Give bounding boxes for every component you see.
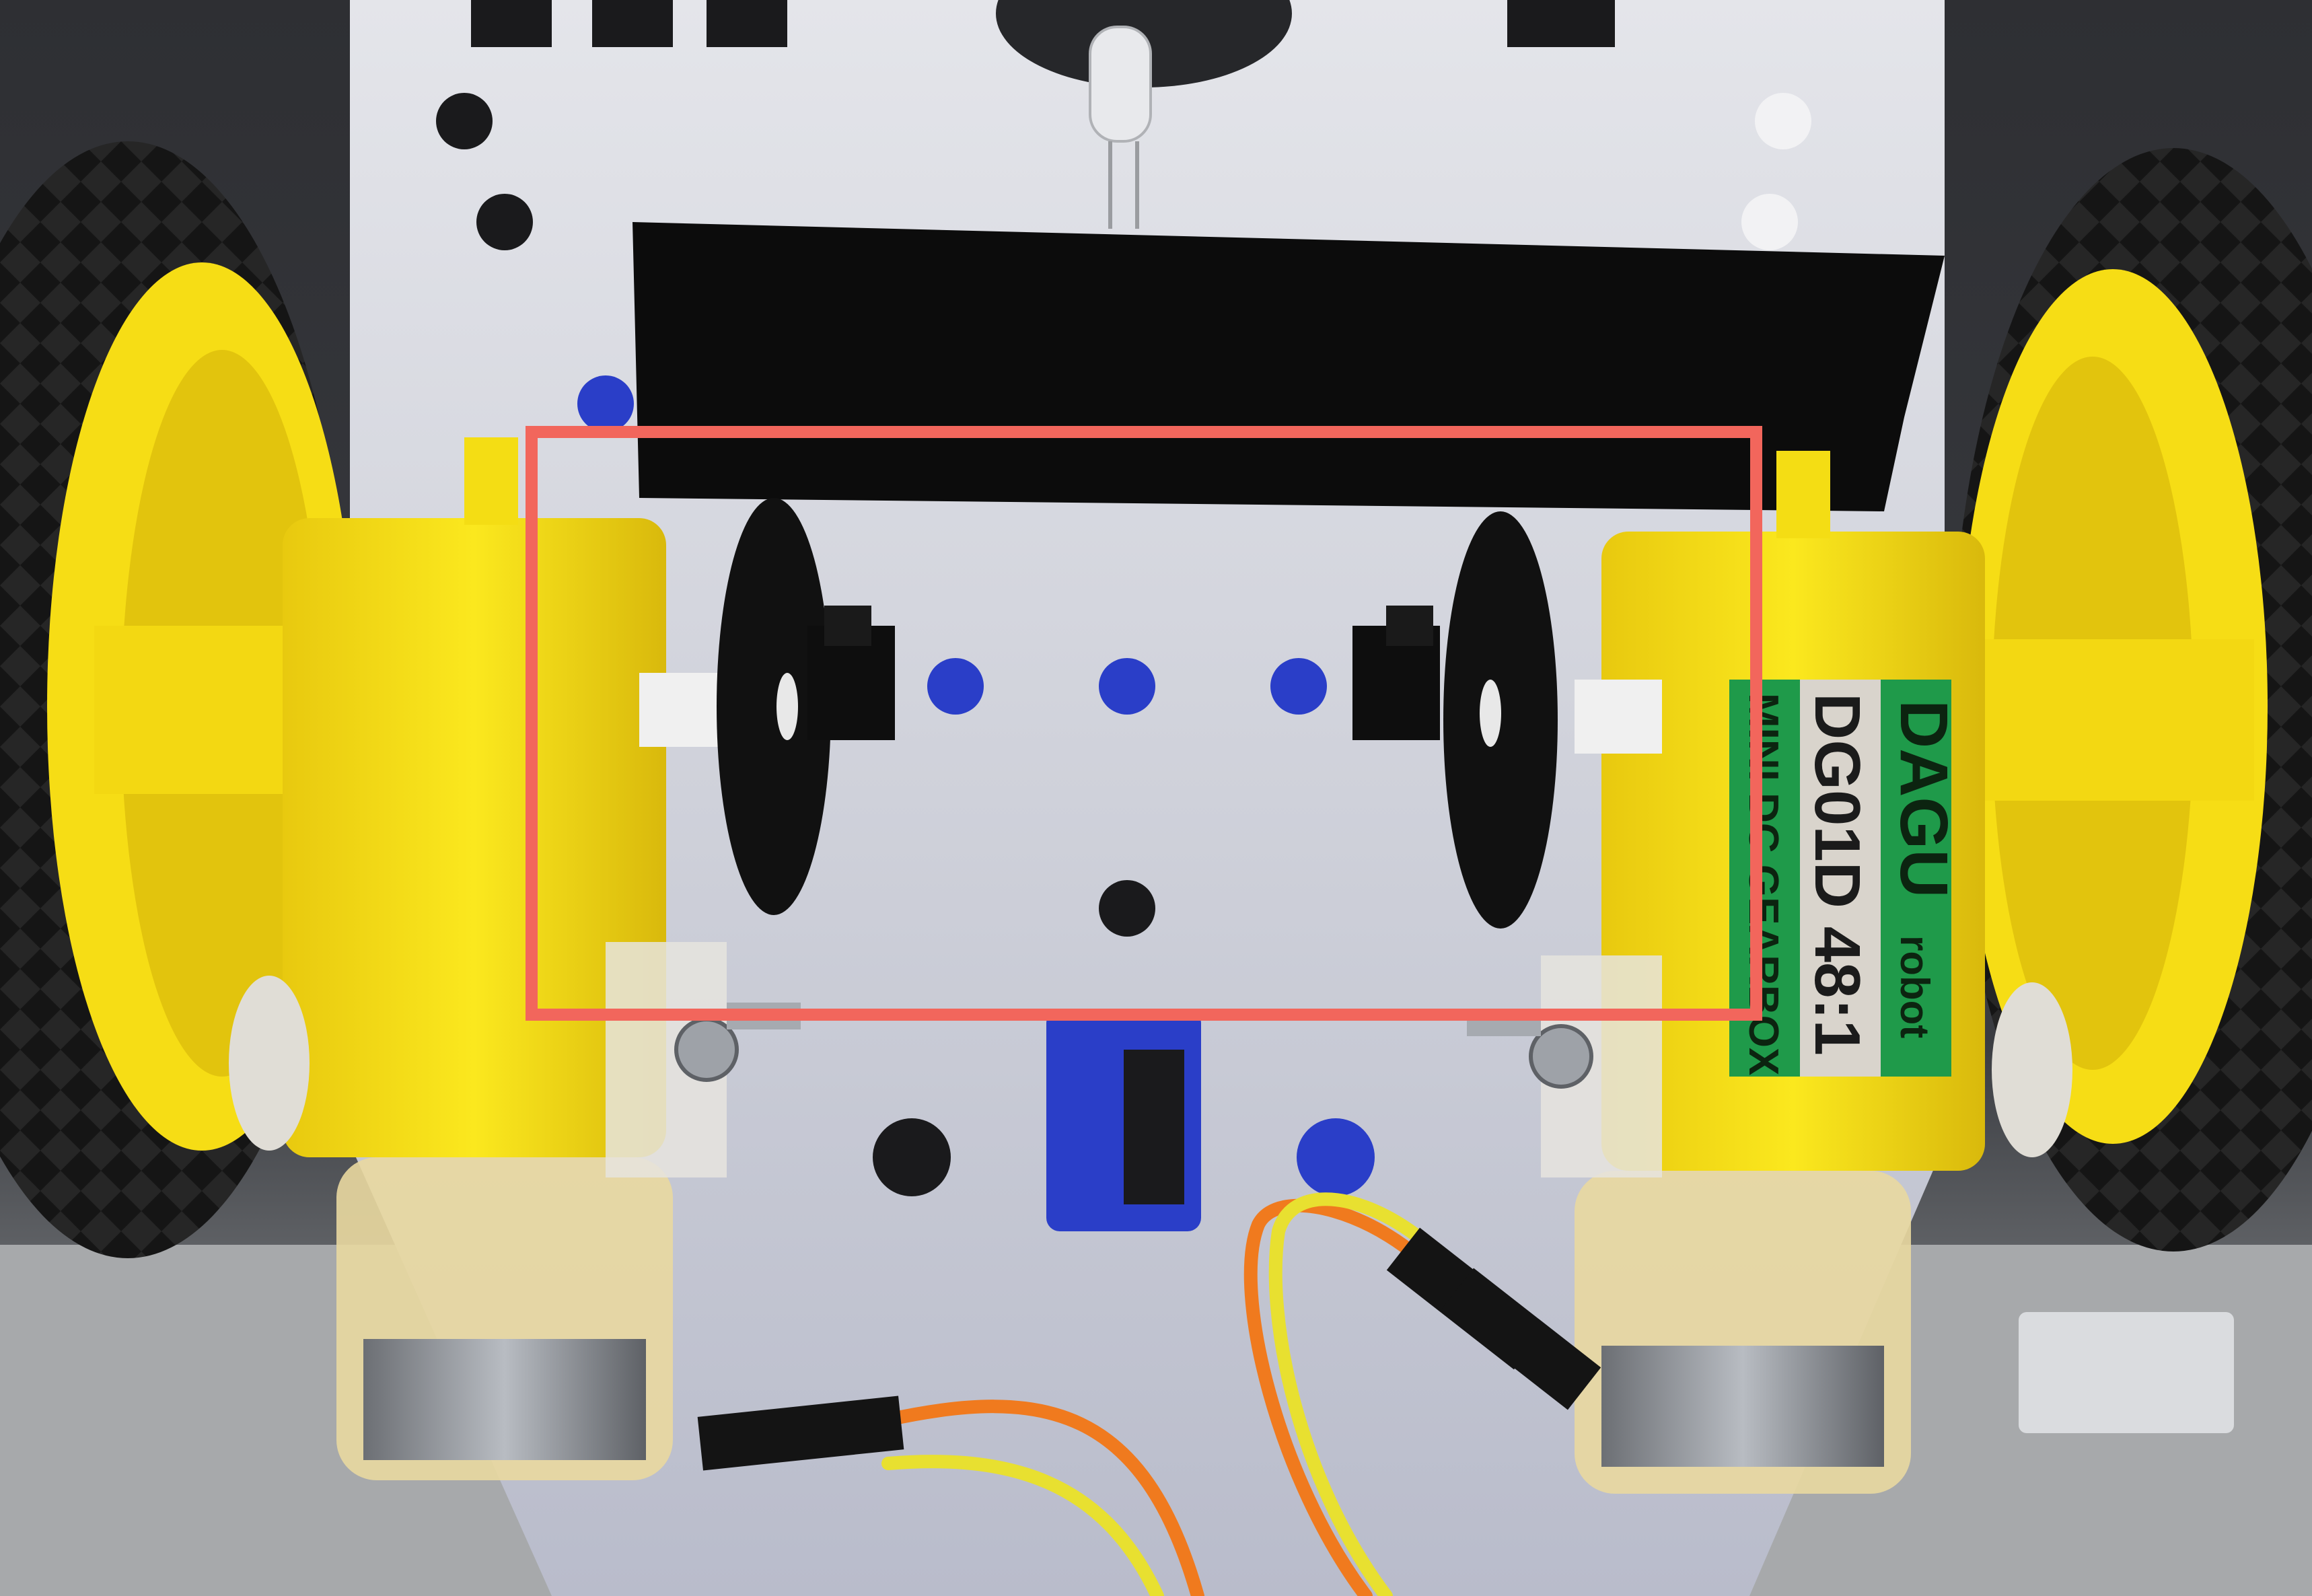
motor-label-brand: DAGU [1886, 700, 1961, 898]
right-gearbox: DAGU robot DG01D 48:1 MINI DC GEARBOX [1467, 451, 2072, 1494]
chassis-hole [1741, 194, 1798, 250]
right-encoder-hub [1480, 680, 1501, 747]
left-encoder-disc [717, 498, 831, 915]
chassis-hole [1270, 658, 1327, 715]
chassis-hole [577, 375, 634, 432]
chassis-cutout [1507, 0, 1615, 47]
orange-wire-right [1243, 1198, 1447, 1596]
right-connector-2 [1440, 1268, 1601, 1410]
right-nut [1529, 1024, 1593, 1089]
motor-label: DAGU robot DG01D 48:1 MINI DC GEARBOX [1729, 680, 1961, 1077]
left-gearbox [229, 437, 801, 1480]
chassis-cutout [707, 0, 787, 47]
left-motor-can [363, 1339, 646, 1460]
motor-label-brand-suffix: robot [1892, 935, 1937, 1038]
jumper-wires [697, 1192, 1601, 1596]
chassis-hole [927, 658, 984, 715]
orange-wire-left [881, 1400, 1204, 1596]
chassis-hole [1099, 658, 1155, 715]
annotation-highlight-box [526, 426, 1762, 1021]
left-gearbox-body [283, 518, 666, 1157]
yellow-wire-left [881, 1455, 1164, 1596]
black-tape [633, 222, 1945, 511]
right-motor-can [1601, 1346, 1884, 1467]
chassis-hole [873, 1118, 951, 1196]
chassis-hole [1755, 93, 1811, 149]
left-gearbox-tab [464, 437, 518, 525]
right-ir-sensor-slot [1386, 606, 1433, 646]
chassis-hole [1297, 1118, 1375, 1196]
right-encoder [1352, 511, 1558, 929]
left-bracket-end [229, 976, 310, 1151]
right-wheel [1951, 148, 2312, 1252]
chassis-hole [476, 194, 533, 250]
motor-label-model: DG01D 48:1 [1801, 693, 1873, 1056]
motor-label-stripe [1800, 680, 1881, 1077]
right-gearbox-tab [1776, 451, 1830, 538]
led [1089, 26, 1152, 229]
chassis-hole [436, 93, 493, 149]
chassis-cutout [471, 0, 552, 47]
left-connector [697, 1395, 904, 1471]
right-axle [1985, 639, 2254, 801]
chassis-cutout [592, 0, 673, 47]
chassis-hole [1099, 880, 1155, 937]
left-encoder [717, 498, 895, 915]
right-output-shaft [1575, 680, 1662, 754]
left-ir-sensor-slot [824, 606, 871, 646]
slot-inner [1124, 1050, 1184, 1204]
left-encoder-hub [776, 673, 798, 740]
background-device [2019, 1312, 2234, 1433]
right-bracket-end [1992, 982, 2072, 1157]
yellow-wire-right [1268, 1192, 1426, 1596]
